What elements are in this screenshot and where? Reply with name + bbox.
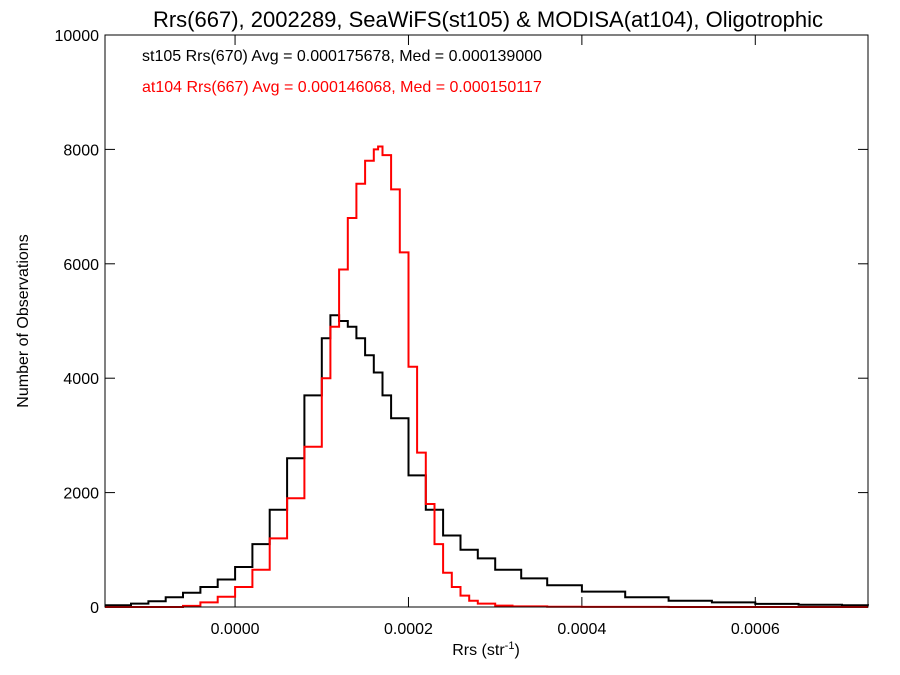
x-axis-label-close: ) [514,642,519,659]
series-st105-line [105,314,869,607]
y-tick-label: 6000 [63,257,99,274]
x-tick-label: 0.0004 [557,621,606,638]
x-axis-ticks: 0.0000 0.0002 0.0004 0.0006 [211,35,780,638]
x-tick-label: 0.0006 [731,621,780,638]
y-tick-label: 0 [90,600,99,617]
x-tick-label: 0.0002 [384,621,433,638]
series-at104-line [105,145,868,608]
annotation-at104: at104 Rrs(667) Avg = 0.000146068, Med = … [142,79,542,96]
x-tick-label: 0.0000 [211,621,260,638]
x-axis-label-superscript: -1 [505,640,515,652]
y-tick-label: 4000 [63,371,99,388]
y-axis-label: Number of Observations [15,234,32,407]
x-axis-label-main: Rrs (str [452,642,505,659]
y-tick-label: 8000 [63,142,99,159]
chart-title: Rrs(667), 2002289, SeaWiFS(st105) & MODI… [153,7,823,32]
x-axis-label: Rrs (str-1) [452,640,520,659]
y-tick-label: 10000 [55,28,100,45]
plot-frame [104,34,869,608]
data-series [105,145,869,608]
y-tick-label: 2000 [63,486,99,503]
annotation-st105: st105 Rrs(670) Avg = 0.000175678, Med = … [142,48,542,65]
y-axis-ticks: 0 2000 4000 6000 8000 10000 [55,28,868,617]
